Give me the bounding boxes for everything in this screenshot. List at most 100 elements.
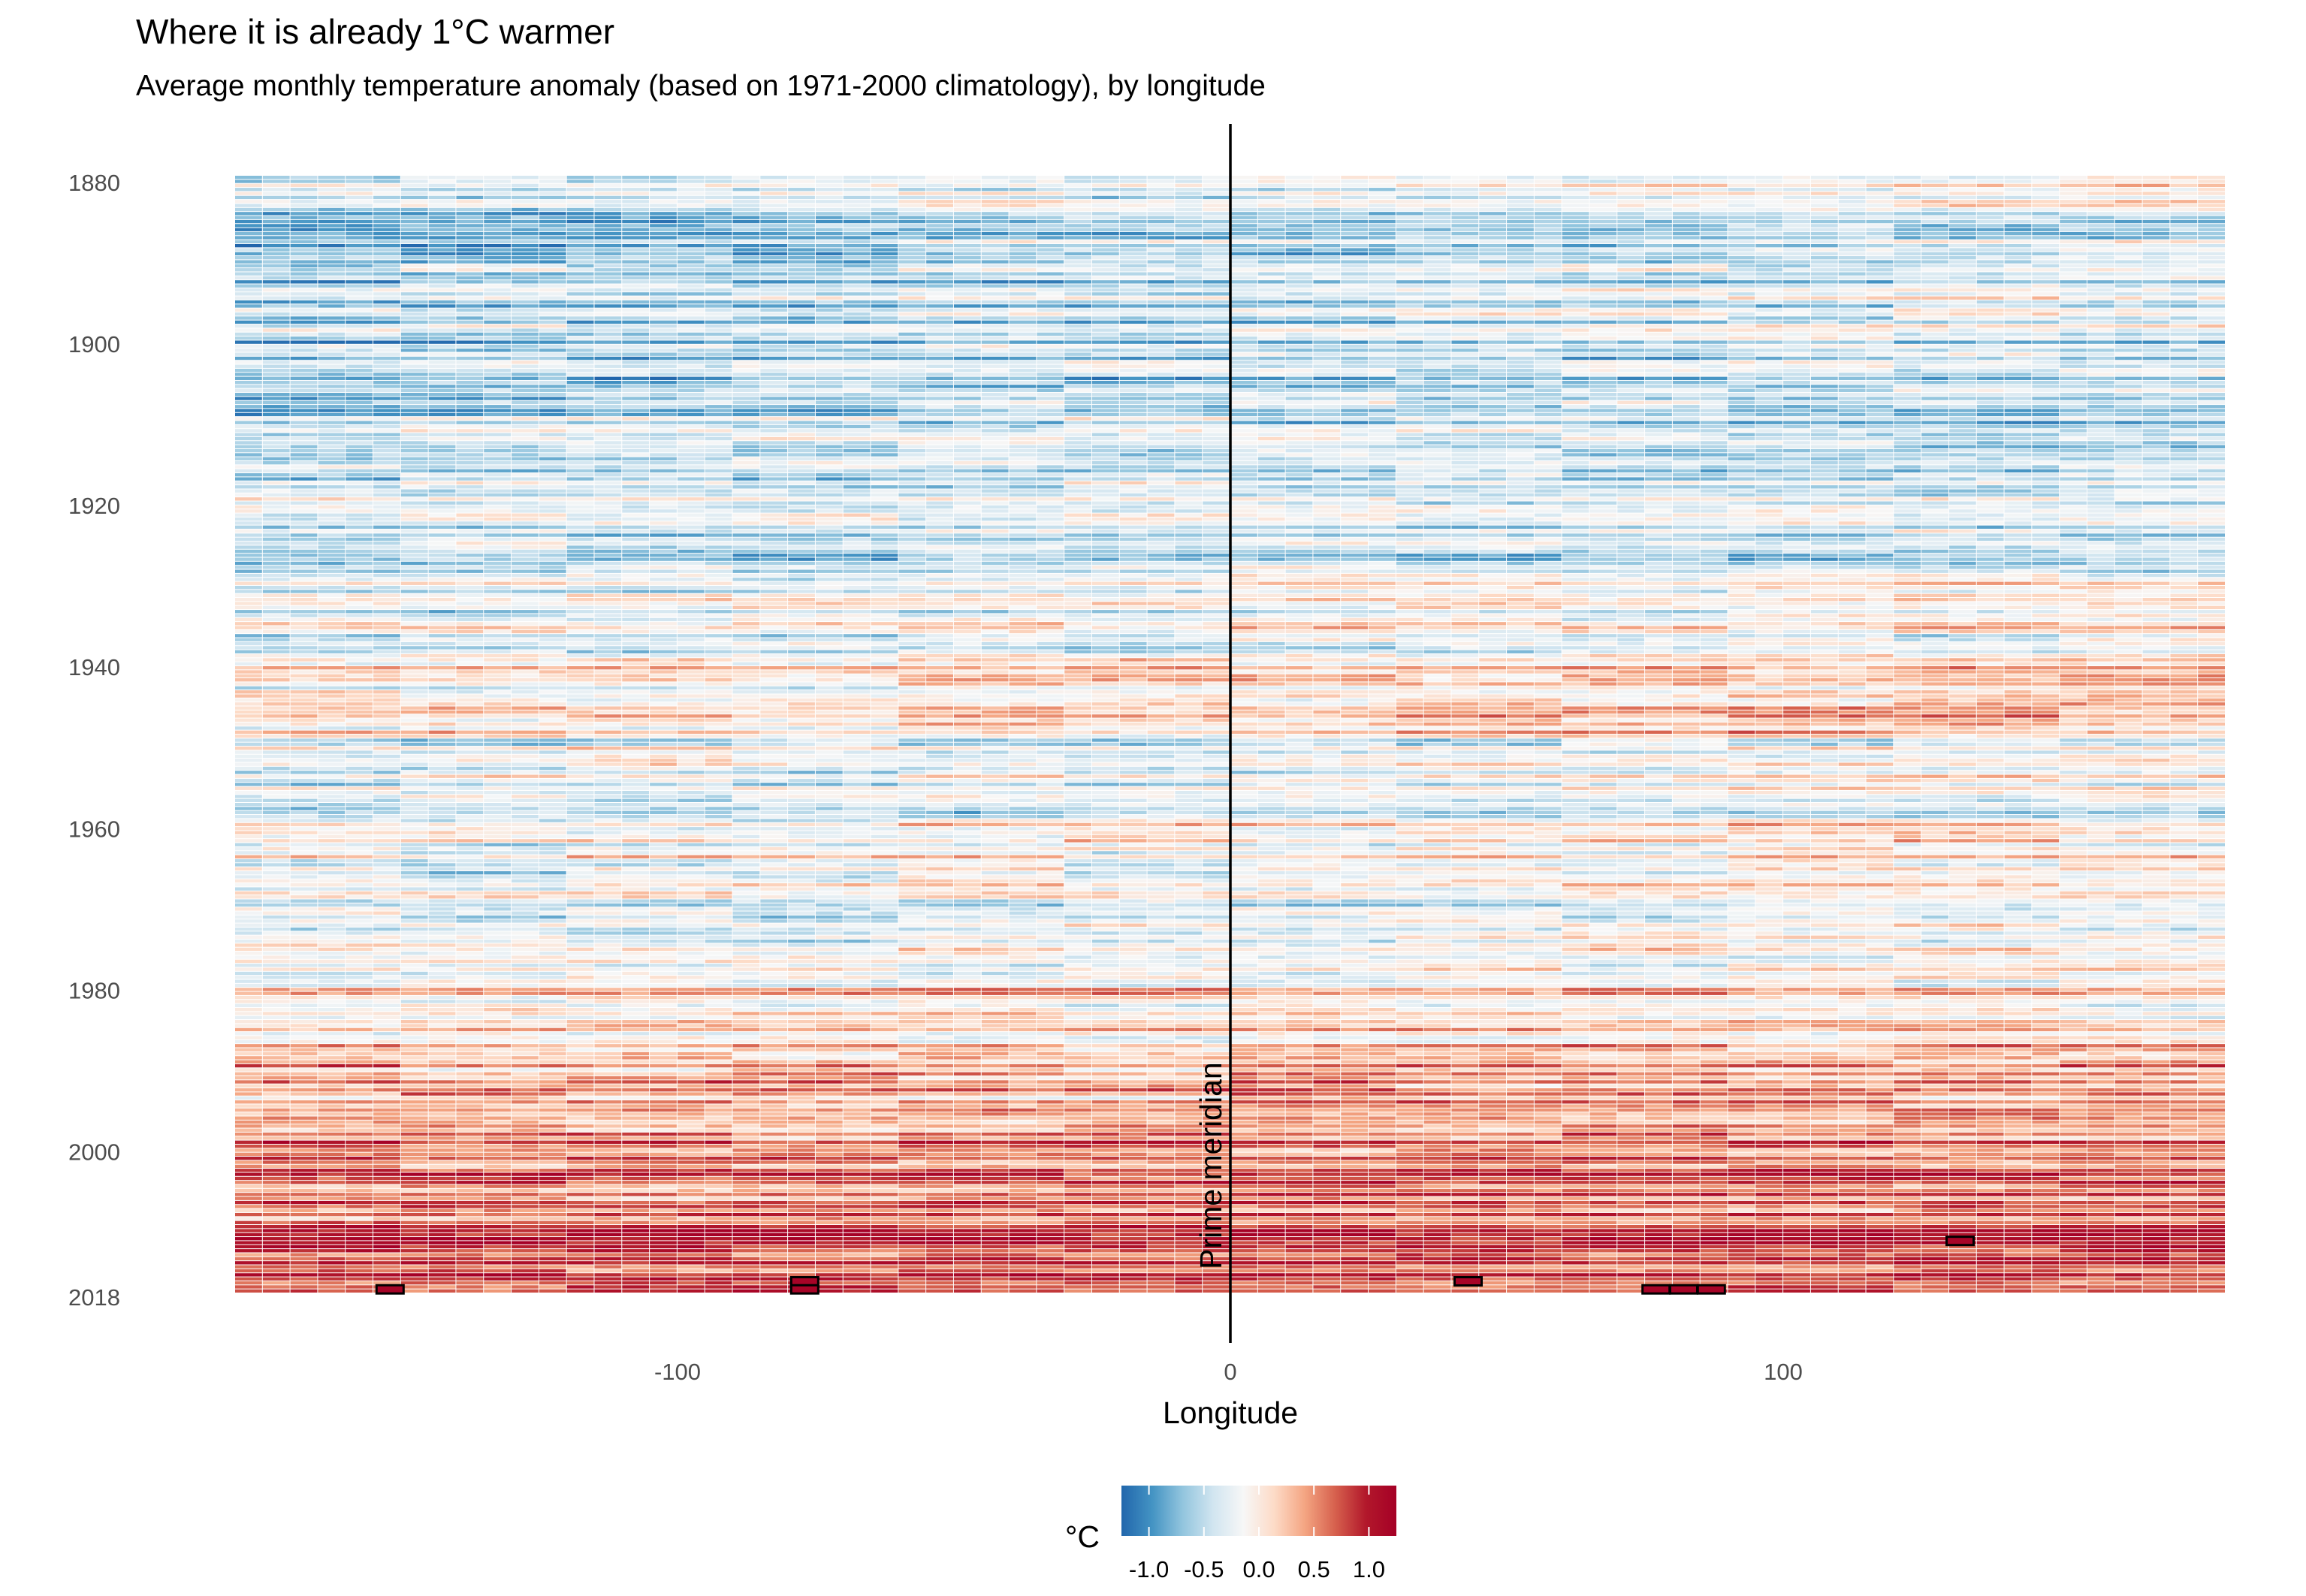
- heatmap-cell: [1562, 280, 1589, 284]
- heatmap-cell: [2170, 405, 2198, 409]
- heatmap-cell: [1341, 364, 1369, 368]
- heatmap-cell: [705, 448, 732, 453]
- heatmap-cell: [512, 264, 539, 268]
- heatmap-cell: [1755, 380, 1783, 385]
- heatmap-cell: [373, 224, 400, 228]
- heatmap-cell: [898, 300, 926, 304]
- heatmap-cell: [2004, 320, 2032, 324]
- heatmap-cell: [1175, 243, 1203, 248]
- heatmap-cell: [512, 280, 539, 284]
- heatmap-cell: [1230, 240, 1257, 243]
- heatmap-cell: [594, 448, 622, 453]
- heatmap-cell: [760, 433, 788, 436]
- heatmap-cell: [1341, 296, 1369, 300]
- heatmap-cell: [1645, 376, 1672, 380]
- heatmap-cell: [2060, 424, 2087, 429]
- heatmap-cell: [1783, 308, 1810, 312]
- heatmap-cell: [1257, 409, 1285, 412]
- heatmap-cell: [1755, 308, 1783, 312]
- heatmap-cell: [594, 219, 622, 224]
- heatmap-cell: [898, 393, 926, 397]
- heatmap-cell: [1147, 248, 1175, 252]
- heatmap-cell: [1894, 324, 1921, 328]
- heatmap-cell: [677, 212, 705, 216]
- heatmap-cell: [1285, 441, 1313, 445]
- heatmap-cell: [373, 219, 400, 224]
- heatmap-cell: [1810, 436, 1838, 441]
- heatmap-cell: [1948, 256, 1976, 260]
- heatmap-cell: [1755, 412, 1783, 417]
- heatmap-cell: [373, 433, 400, 436]
- heatmap-cell: [1175, 424, 1203, 429]
- heatmap-cell: [1037, 212, 1064, 216]
- heatmap-cell: [705, 364, 732, 368]
- heatmap-cell: [705, 176, 732, 180]
- heatmap-cell: [1700, 409, 1728, 412]
- heatmap-cell: [1285, 336, 1313, 340]
- heatmap-cell: [1755, 219, 1783, 224]
- heatmap-cell: [760, 328, 788, 332]
- heatmap-cell: [1728, 388, 1755, 393]
- heatmap-cell: [1451, 393, 1479, 397]
- heatmap-cell: [622, 308, 650, 312]
- heatmap-cell: [1369, 448, 1396, 453]
- heatmap-cell: [539, 352, 566, 356]
- heatmap-cell: [1285, 288, 1313, 292]
- heatmap-cell: [1064, 219, 1091, 224]
- heatmap-cell: [1369, 264, 1396, 268]
- heatmap-cell: [290, 228, 318, 231]
- heatmap-cell: [871, 409, 898, 412]
- heatmap-cell: [512, 188, 539, 192]
- heatmap-cell: [1313, 264, 1341, 268]
- heatmap-cell: [1589, 409, 1617, 412]
- heatmap-cell: [1866, 284, 1894, 288]
- heatmap-cell: [1783, 441, 1810, 445]
- heatmap-cell: [1838, 176, 1866, 180]
- heatmap-cell: [2142, 429, 2170, 433]
- heatmap-cell: [512, 445, 539, 448]
- heatmap-cell: [981, 252, 1009, 256]
- heatmap-cell: [1810, 260, 1838, 264]
- heatmap-cell: [2170, 216, 2198, 219]
- heatmap-cell: [1119, 256, 1147, 260]
- heatmap-cell: [1755, 228, 1783, 231]
- heatmap-cell: [650, 207, 677, 212]
- heatmap-cell: [1810, 284, 1838, 288]
- heatmap-cell: [1175, 340, 1203, 344]
- heatmap-cell: [539, 284, 566, 288]
- heatmap-cell: [373, 368, 400, 373]
- heatmap-cell: [484, 320, 512, 324]
- heatmap-cell: [1451, 316, 1479, 320]
- heatmap-cell: [484, 328, 512, 332]
- heatmap-cell: [1009, 228, 1037, 231]
- heatmap-cell: [539, 368, 566, 373]
- heatmap-cell: [2032, 328, 2060, 332]
- heatmap-cell: [2004, 373, 2032, 376]
- heatmap-cell: [650, 424, 677, 429]
- heatmap-cell: [1147, 292, 1175, 296]
- heatmap-cell: [262, 441, 290, 445]
- heatmap-cell: [346, 429, 373, 433]
- heatmap-cell: [1091, 332, 1119, 336]
- heatmap-cell: [732, 412, 760, 417]
- heatmap-cell: [1645, 183, 1672, 188]
- heatmap-cell: [2198, 300, 2225, 304]
- heatmap-cell: [2060, 292, 2087, 296]
- heatmap-cell: [1534, 252, 1562, 256]
- heatmap-cell: [1589, 276, 1617, 280]
- heatmap-cell: [1810, 376, 1838, 380]
- heatmap-cell: [843, 183, 871, 188]
- heatmap-cell: [815, 436, 843, 441]
- heatmap-cell: [262, 212, 290, 216]
- heatmap-cell: [1838, 364, 1866, 368]
- heatmap-cell: [1341, 373, 1369, 376]
- heatmap-cell: [1396, 204, 1423, 207]
- heatmap-cell: [843, 417, 871, 421]
- heatmap-cell: [1700, 356, 1728, 361]
- heatmap-cell: [2114, 433, 2142, 436]
- heatmap-cell: [898, 364, 926, 368]
- heatmap-cell: [1672, 352, 1700, 356]
- heatmap-cell: [1700, 376, 1728, 380]
- heatmap-cell: [1672, 356, 1700, 361]
- heatmap-cell: [1700, 284, 1728, 288]
